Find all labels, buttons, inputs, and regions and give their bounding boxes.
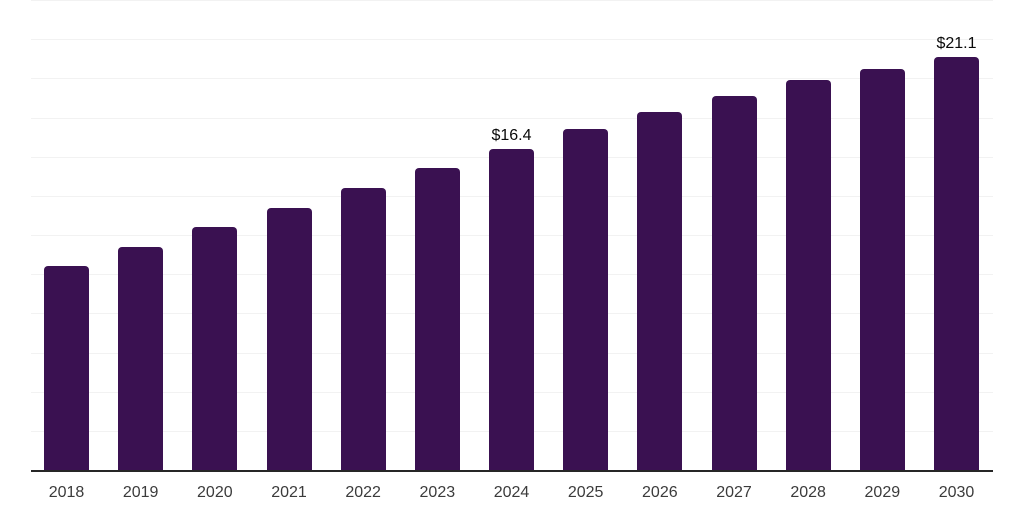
x-tick-2024: 2024 <box>493 484 530 501</box>
x-tick-2027: 2027 <box>716 484 752 501</box>
bar-2030[interactable] <box>934 56 979 470</box>
gridline-20 <box>31 78 993 80</box>
bar-2023[interactable] <box>414 168 460 470</box>
x-tick-2021: 2021 <box>271 484 307 501</box>
x-tick-2023: 2023 <box>419 484 456 501</box>
bar-2021[interactable] <box>266 207 312 470</box>
data-label-2030: $21.1 <box>936 34 977 52</box>
bar-2029[interactable] <box>859 68 905 470</box>
x-tick-2022: 2022 <box>345 484 381 501</box>
x-tick-2020: 2020 <box>197 484 233 501</box>
x-tick-2028: 2028 <box>790 484 826 501</box>
bar-2025[interactable] <box>563 129 609 470</box>
bar-2024[interactable] <box>489 148 534 470</box>
bar-2028[interactable] <box>785 80 831 470</box>
x-axis-line <box>31 470 993 472</box>
data-label-2024: $16.4 <box>491 126 532 144</box>
bar-2026[interactable] <box>637 111 683 470</box>
gridline-24 <box>31 0 993 1</box>
bar-2018[interactable] <box>44 266 89 470</box>
x-tick-2018: 2018 <box>48 484 85 501</box>
bar-2020[interactable] <box>192 227 238 470</box>
x-tick-2030: 2030 <box>938 484 975 501</box>
gridline-22 <box>31 39 993 41</box>
bar-2019[interactable] <box>118 246 164 470</box>
bar-2027[interactable] <box>711 95 757 470</box>
x-tick-2019: 2019 <box>122 484 159 501</box>
x-tick-2029: 2029 <box>864 484 901 501</box>
gridline-18 <box>31 117 993 119</box>
x-tick-2026: 2026 <box>642 484 678 501</box>
bar-2022[interactable] <box>340 188 386 470</box>
plot-area: $16.4 $21.1 <box>31 0 993 472</box>
x-tick-2025: 2025 <box>567 484 604 501</box>
